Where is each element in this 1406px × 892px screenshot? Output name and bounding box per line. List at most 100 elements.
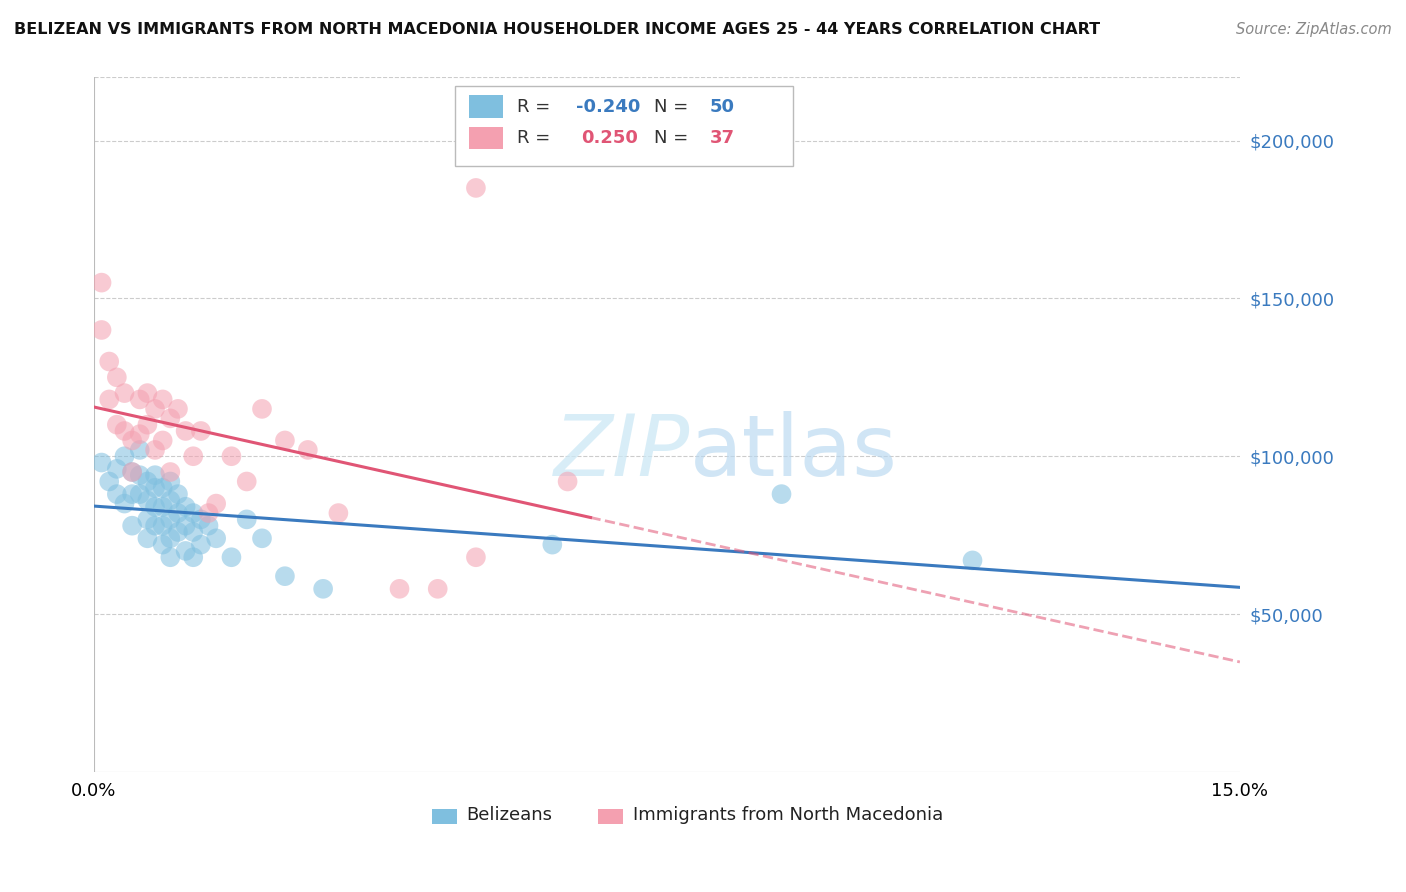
Text: Immigrants from North Macedonia: Immigrants from North Macedonia (633, 806, 943, 824)
Point (152, 392, 174, 407)
Text: Source: ZipAtlas.com: Source: ZipAtlas.com (1236, 22, 1392, 37)
Point (143, 468, 166, 483)
Point (167, 506, 190, 520)
Point (181, 449, 204, 463)
Point (90, 276, 112, 290)
FancyBboxPatch shape (598, 809, 623, 824)
Point (274, 434, 297, 448)
FancyBboxPatch shape (432, 809, 457, 824)
Point (174, 544, 197, 558)
Point (541, 538, 564, 552)
Point (136, 475, 159, 489)
Point (557, 475, 579, 489)
Point (426, 582, 449, 596)
Point (159, 493, 181, 508)
Point (159, 411, 181, 425)
Point (221, 550, 243, 565)
Point (136, 386, 159, 401)
Point (174, 500, 197, 514)
Point (152, 538, 174, 552)
Point (128, 427, 150, 442)
Text: -0.240: -0.240 (576, 97, 641, 116)
Text: R =: R = (517, 97, 555, 116)
Point (250, 401, 273, 416)
Point (128, 468, 150, 483)
Point (143, 481, 166, 495)
Point (167, 401, 190, 416)
Point (962, 553, 984, 567)
Point (136, 531, 159, 545)
Text: BELIZEAN VS IMMIGRANTS FROM NORTH MACEDONIA HOUSEHOLDER INCOME AGES 25 - 44 YEAR: BELIZEAN VS IMMIGRANTS FROM NORTH MACEDO… (14, 22, 1099, 37)
Point (297, 442, 319, 457)
Point (143, 518, 166, 533)
Point (121, 465, 143, 479)
Point (98, 354, 121, 368)
Point (159, 475, 181, 489)
Point (128, 442, 150, 457)
Point (250, 531, 273, 545)
Point (90, 323, 112, 337)
Point (205, 531, 228, 545)
Point (98, 392, 121, 407)
Point (235, 475, 257, 489)
FancyBboxPatch shape (468, 95, 503, 118)
Point (105, 370, 128, 384)
Point (121, 518, 143, 533)
Point (121, 487, 143, 501)
Text: ZIP: ZIP (554, 411, 690, 494)
Text: 0.250: 0.250 (581, 128, 638, 147)
Point (152, 500, 174, 514)
Text: 37: 37 (709, 128, 734, 147)
Point (174, 518, 197, 533)
Point (197, 506, 219, 520)
Point (464, 550, 486, 565)
Point (121, 434, 143, 448)
Point (190, 424, 212, 438)
Point (464, 181, 486, 195)
Point (181, 524, 204, 539)
Point (181, 550, 204, 565)
Point (167, 487, 190, 501)
Point (136, 512, 159, 526)
Point (190, 538, 212, 552)
Point (205, 497, 228, 511)
Text: R =: R = (517, 128, 561, 147)
Text: 50: 50 (709, 97, 734, 116)
Point (159, 531, 181, 545)
Point (143, 500, 166, 514)
Point (90, 456, 112, 470)
Point (159, 512, 181, 526)
FancyBboxPatch shape (456, 86, 793, 166)
Point (221, 449, 243, 463)
Point (235, 512, 257, 526)
Point (328, 506, 350, 520)
Point (152, 434, 174, 448)
Point (105, 417, 128, 432)
Point (105, 462, 128, 476)
FancyBboxPatch shape (468, 127, 503, 149)
Point (136, 493, 159, 508)
Point (136, 417, 159, 432)
Point (98, 475, 121, 489)
Point (181, 506, 204, 520)
Point (128, 487, 150, 501)
Point (114, 449, 136, 463)
Point (105, 487, 128, 501)
Point (114, 386, 136, 401)
Point (128, 392, 150, 407)
Point (174, 424, 197, 438)
Point (167, 524, 190, 539)
Point (312, 582, 335, 596)
Point (121, 465, 143, 479)
Point (143, 442, 166, 457)
Point (159, 550, 181, 565)
Text: Belizeans: Belizeans (467, 806, 553, 824)
Point (770, 487, 793, 501)
Point (274, 569, 297, 583)
Point (143, 401, 166, 416)
Text: N =: N = (654, 97, 695, 116)
Point (152, 518, 174, 533)
Point (197, 518, 219, 533)
Point (114, 497, 136, 511)
Text: N =: N = (654, 128, 695, 147)
